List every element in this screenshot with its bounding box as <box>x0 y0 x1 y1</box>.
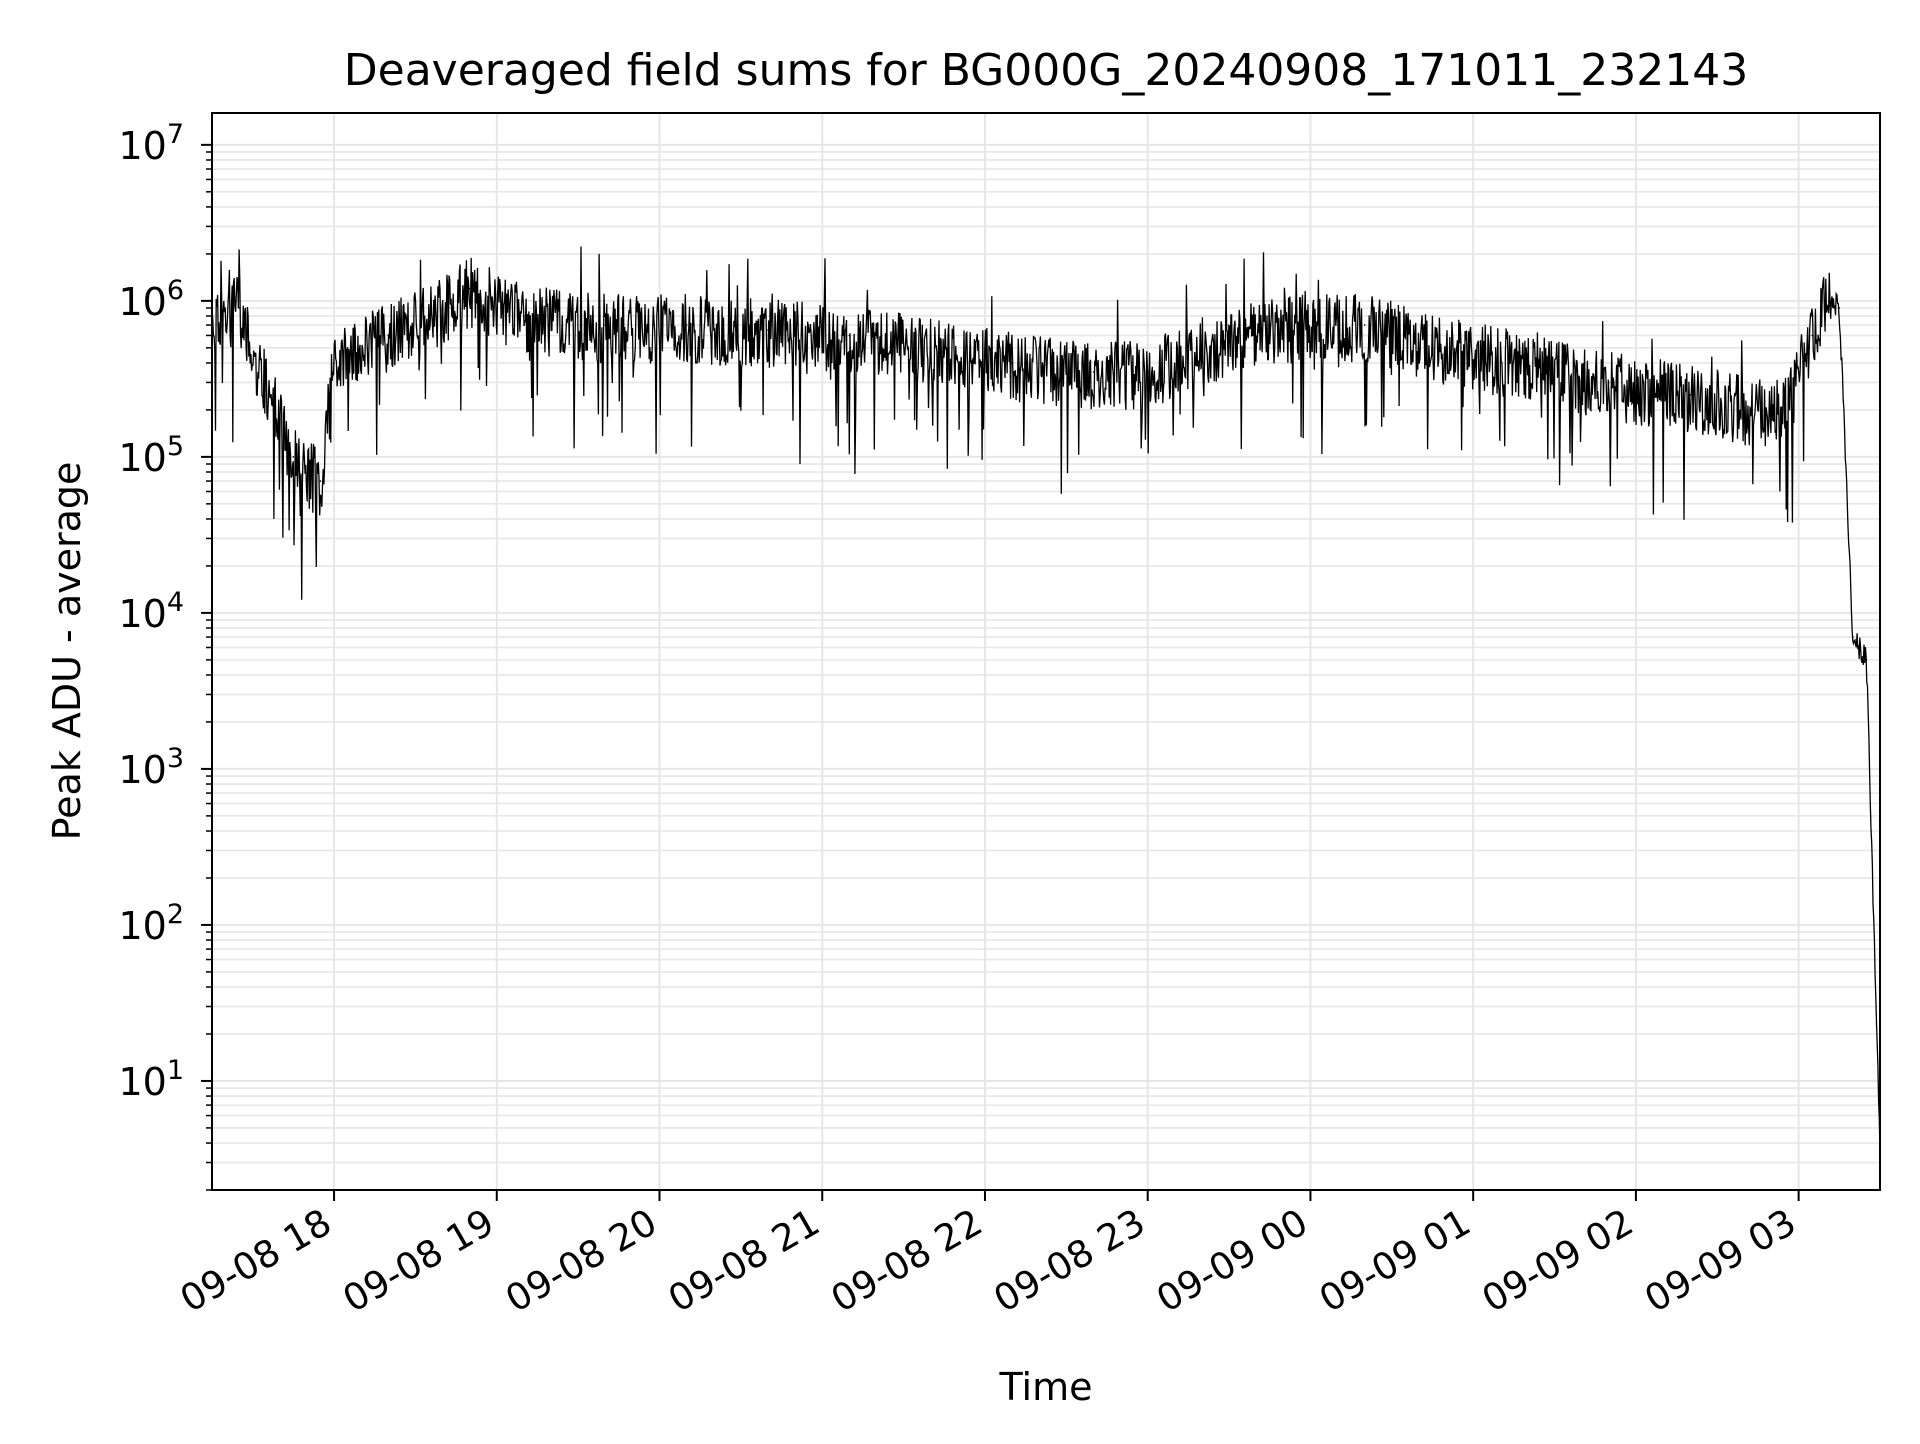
data-point <box>1865 659 1868 661</box>
data-point <box>1838 307 1841 309</box>
y-tick-label: 106 <box>118 275 184 324</box>
data-point <box>685 324 688 326</box>
x-axis-label: Time <box>999 1365 1093 1409</box>
data-point <box>319 480 322 482</box>
data-point <box>238 307 240 309</box>
y-axis: 101 102 103 104 105 106 107 <box>118 119 212 1191</box>
chart-title: Deaveraged field sums for BG000G_2024090… <box>344 45 1748 96</box>
y-tick-label: 101 <box>118 1055 184 1104</box>
data-point <box>929 347 932 349</box>
data-point <box>1784 409 1786 411</box>
data-point <box>1011 362 1013 364</box>
data-point <box>1363 324 1366 326</box>
data-point <box>1757 409 1759 411</box>
data-series <box>211 246 1881 1154</box>
data-point <box>292 456 295 458</box>
data-point <box>1852 636 1854 638</box>
data-point <box>1282 324 1285 326</box>
grid-lines <box>212 113 1880 1191</box>
data-point <box>468 287 471 290</box>
y-axis-label: Peak ADU - average <box>45 462 89 841</box>
data-point <box>387 334 390 337</box>
y-tick-label: 104 <box>118 587 184 636</box>
y-tick-label: 105 <box>118 431 184 480</box>
data-point <box>1607 381 1610 384</box>
data-point <box>523 315 525 317</box>
data-point <box>1092 371 1095 373</box>
data-point <box>1146 371 1149 373</box>
data-point <box>1811 334 1813 337</box>
data-point <box>848 334 851 337</box>
data-point <box>1526 362 1529 364</box>
y-tick-label: 103 <box>118 743 184 792</box>
data-point <box>767 329 769 331</box>
data-point <box>604 324 607 326</box>
data-point <box>1824 293 1827 296</box>
y-tick-label: 102 <box>118 899 184 948</box>
data-point <box>346 347 349 349</box>
data-point <box>441 307 444 309</box>
series-line <box>211 246 1881 1154</box>
data-point <box>1689 393 1691 396</box>
y-tick-label: 107 <box>118 119 184 168</box>
data-point <box>265 381 268 384</box>
plot-frame <box>211 112 1881 1191</box>
data-point <box>333 362 335 364</box>
data-point <box>1445 347 1447 349</box>
data-point <box>1201 347 1203 349</box>
